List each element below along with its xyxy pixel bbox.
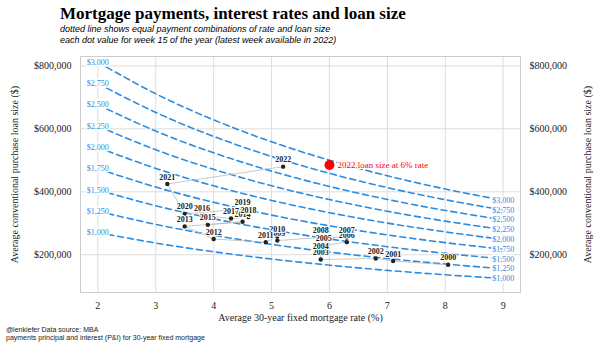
svg-text:$1,250: $1,250 [87,207,109,216]
html-text:@lenkiefer Data source: MBA: @lenkiefer Data source: MBA [6,326,99,333]
svg-text:2017: 2017 [223,207,239,216]
svg-text:$600,000: $600,000 [34,123,72,134]
svg-text:$1,250: $1,250 [492,264,514,273]
svg-text:$1,000: $1,000 [492,274,514,283]
svg-text:Average conventional purchase: Average conventional purchase loan size … [9,86,21,263]
svg-text:2016: 2016 [194,204,210,213]
svg-text:$2,250: $2,250 [87,122,109,131]
svg-text:2011: 2011 [258,231,274,240]
svg-text:3: 3 [153,300,158,311]
svg-text:2013: 2013 [177,215,193,224]
html-text:each dot value for week 15 of: each dot value for week 15 of the year (… [60,35,337,45]
svg-text:$600,000: $600,000 [530,123,568,134]
svg-text:$2,250: $2,250 [492,225,514,234]
svg-text:$400,000: $400,000 [34,186,72,197]
svg-text:$400,000: $400,000 [530,186,568,197]
svg-text:$2,500: $2,500 [492,215,514,224]
svg-text:7: 7 [385,300,390,311]
svg-text:$800,000: $800,000 [34,60,72,71]
svg-text:2008: 2008 [313,226,329,235]
svg-text:$2,000: $2,000 [492,235,514,244]
svg-text:$1,750: $1,750 [87,164,109,173]
svg-text:2001: 2001 [385,250,401,259]
svg-text:2002: 2002 [368,247,384,256]
html-text:payments principal and interes: payments principal and interest (P&I) fo… [6,334,205,341]
svg-text:$2,500: $2,500 [87,100,109,109]
svg-text:2005: 2005 [316,234,332,243]
svg-text:$800,000: $800,000 [530,60,568,71]
svg-text:$200,000: $200,000 [530,249,568,260]
svg-text:4: 4 [211,300,216,311]
html-text:dotted line shows equal paymen: dotted line shows equal payment combinat… [60,24,331,34]
svg-text:$1,500: $1,500 [87,186,109,195]
svg-text:9: 9 [501,300,506,311]
svg-text:8: 8 [443,300,448,311]
svg-text:2020: 2020 [177,202,193,211]
svg-text:2022 loan size at 6% rate: 2022 loan size at 6% rate [337,160,428,170]
svg-text:6: 6 [327,300,332,311]
svg-text:2018: 2018 [240,206,256,215]
svg-text:2007: 2007 [339,226,355,235]
svg-text:Average conventional purchase: Average conventional purchase loan size … [582,86,594,263]
svg-text:$1,750: $1,750 [492,245,514,254]
svg-text:2006: 2006 [338,230,355,240]
svg-text:2010: 2010 [269,225,286,234]
svg-text:2019: 2019 [235,198,251,207]
svg-text:2012: 2012 [206,228,222,237]
svg-text:Average 30-year fixed mortgage: Average 30-year fixed mortgage rate (%) [218,312,382,324]
html-text:Mortgage payments, interest ra: Mortgage payments, interest rates and lo… [60,4,406,23]
svg-text:$2,750: $2,750 [87,79,109,88]
svg-text:2015: 2015 [200,213,216,222]
svg-text:$1,500: $1,500 [492,255,514,264]
svg-text:$1,000: $1,000 [87,228,109,237]
svg-text:$3,000: $3,000 [87,58,109,67]
svg-text:$2,000: $2,000 [87,143,109,152]
svg-text:5: 5 [269,300,274,311]
svg-text:$3,000: $3,000 [492,196,514,205]
svg-text:2004: 2004 [313,242,329,251]
svg-text:2: 2 [95,300,100,311]
svg-text:2000: 2000 [440,253,456,262]
svg-text:2022: 2022 [275,155,291,164]
svg-text:$200,000: $200,000 [34,249,72,260]
svg-text:$2,750: $2,750 [492,206,514,215]
svg-text:2021: 2021 [159,173,175,182]
svg-text:2003: 2003 [312,248,329,257]
